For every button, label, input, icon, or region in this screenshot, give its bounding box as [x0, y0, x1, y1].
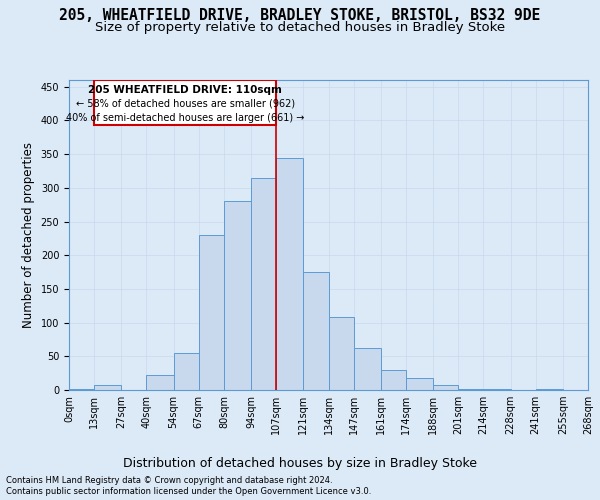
- Text: 40% of semi-detached houses are larger (661) →: 40% of semi-detached houses are larger (…: [66, 114, 304, 124]
- Bar: [173, 353, 199, 390]
- Bar: [353, 348, 381, 390]
- Bar: [458, 388, 484, 390]
- Text: Distribution of detached houses by size in Bradley Stoke: Distribution of detached houses by size …: [123, 458, 477, 470]
- Bar: [276, 158, 304, 390]
- Text: Contains HM Land Registry data © Crown copyright and database right 2024.: Contains HM Land Registry data © Crown c…: [6, 476, 332, 485]
- Y-axis label: Number of detached properties: Number of detached properties: [22, 142, 35, 328]
- Bar: [433, 386, 458, 390]
- Bar: [94, 386, 121, 390]
- Text: Size of property relative to detached houses in Bradley Stoke: Size of property relative to detached ho…: [95, 21, 505, 34]
- Text: 205, WHEATFIELD DRIVE, BRADLEY STOKE, BRISTOL, BS32 9DE: 205, WHEATFIELD DRIVE, BRADLEY STOKE, BR…: [59, 8, 541, 22]
- Bar: [69, 388, 94, 390]
- Text: 205 WHEATFIELD DRIVE: 110sqm: 205 WHEATFIELD DRIVE: 110sqm: [88, 85, 282, 95]
- Bar: [251, 178, 276, 390]
- Bar: [406, 378, 433, 390]
- Bar: [381, 370, 406, 390]
- Bar: [536, 388, 563, 390]
- Bar: [329, 317, 353, 390]
- Bar: [146, 375, 173, 390]
- Bar: [224, 202, 251, 390]
- Text: ← 58% of detached houses are smaller (962): ← 58% of detached houses are smaller (96…: [76, 98, 295, 108]
- Bar: [199, 235, 224, 390]
- Bar: [484, 388, 511, 390]
- Bar: [304, 272, 329, 390]
- Text: Contains public sector information licensed under the Open Government Licence v3: Contains public sector information licen…: [6, 487, 371, 496]
- Bar: [94, 80, 276, 125]
